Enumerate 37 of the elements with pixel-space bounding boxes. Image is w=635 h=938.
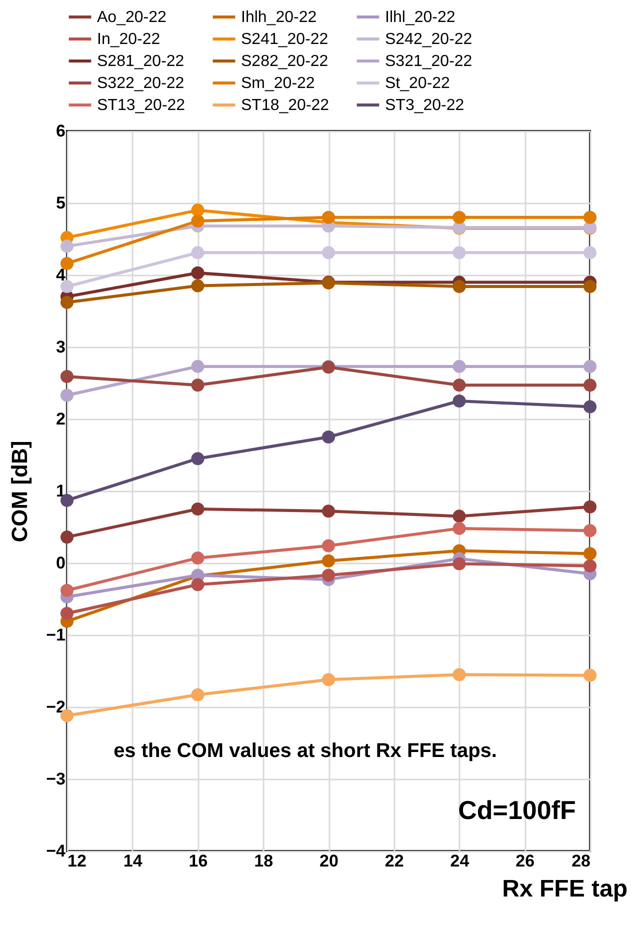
legend-label: ST3_20-22 [385, 97, 464, 114]
legend-label: St_20-22 [385, 75, 450, 92]
y-tick-label: 5 [56, 194, 66, 212]
x-tick-label: 22 [384, 852, 404, 870]
legend-label: S282_20-22 [241, 53, 328, 70]
legend-label: ST18_20-22 [241, 97, 330, 114]
annotation: es the COM values at short Rx FFE taps. [114, 740, 497, 762]
y-tick-label: 3 [56, 338, 66, 356]
legend-label: S321_20-22 [385, 53, 472, 70]
x-tick-label: 14 [123, 852, 143, 870]
x-tick-label: 18 [254, 852, 274, 870]
legend-label: S281_20-22 [97, 53, 184, 70]
legend-label: S242_20-22 [385, 31, 472, 48]
y-tick-label: 2 [56, 410, 66, 428]
x-axis-title: Rx FFE tap [502, 876, 628, 902]
y-tick-label: 6 [56, 122, 66, 140]
y-tick-label: −4 [46, 842, 66, 860]
legend-label: Ilhl_20-22 [385, 9, 456, 26]
y-tick-label: 0 [56, 554, 66, 572]
y-tick-label: 4 [56, 266, 66, 284]
y-tick-label: −3 [46, 770, 66, 788]
legend-label: ST13_20-22 [97, 97, 186, 114]
legend-label: S241_20-22 [241, 31, 328, 48]
legend-label: In_20-22 [97, 31, 160, 48]
x-tick-label: 16 [188, 852, 208, 870]
y-tick-label: −1 [46, 626, 66, 644]
legend-label: Sm_20-22 [241, 75, 315, 92]
legend-label: Ao_20-22 [97, 9, 166, 26]
x-tick-label: 12 [68, 852, 86, 870]
x-tick-label: 26 [516, 852, 535, 870]
x-tick-label: 20 [320, 852, 338, 870]
x-tick-label: 24 [450, 852, 470, 870]
legend-label: Ihlh_20-22 [241, 9, 317, 26]
x-tick-label: 28 [572, 852, 590, 870]
legend-label: S322_20-22 [97, 75, 184, 92]
annotation: Cd=100fF [458, 795, 576, 825]
y-axis-title: COM [dB] [7, 440, 32, 542]
